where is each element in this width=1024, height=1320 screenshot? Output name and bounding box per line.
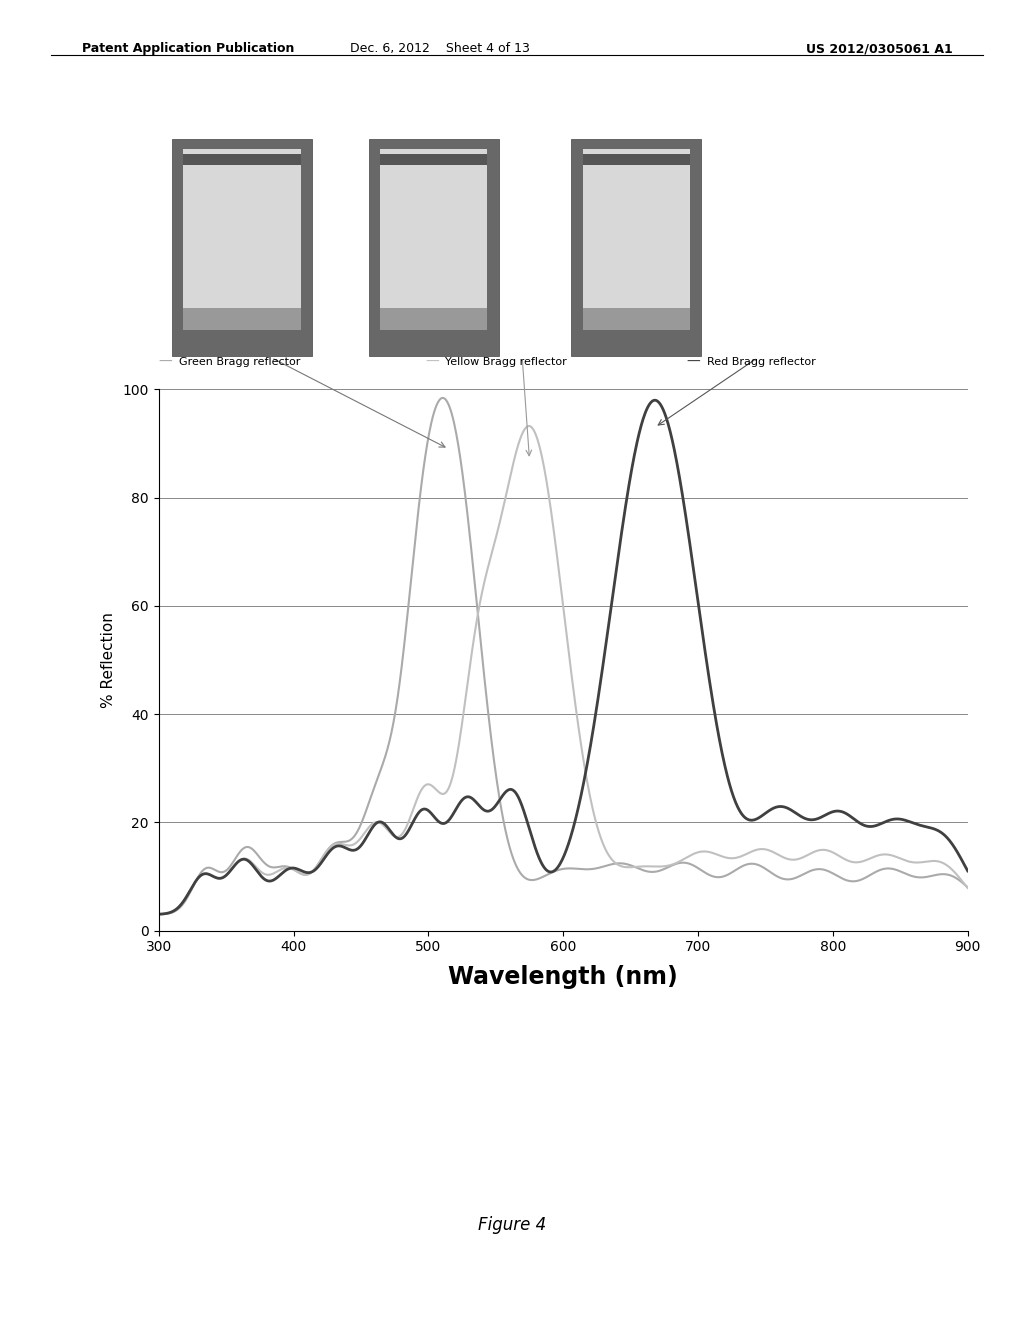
- Text: —: —: [425, 355, 438, 368]
- Text: Figure 4: Figure 4: [478, 1216, 546, 1234]
- Text: Patent Application Publication: Patent Application Publication: [82, 42, 294, 55]
- Text: Dec. 6, 2012    Sheet 4 of 13: Dec. 6, 2012 Sheet 4 of 13: [350, 42, 530, 55]
- Text: —: —: [159, 355, 172, 368]
- X-axis label: Wavelength (nm): Wavelength (nm): [449, 965, 678, 990]
- Text: Green Bragg reflector: Green Bragg reflector: [179, 356, 301, 367]
- Text: —: —: [686, 355, 699, 368]
- Text: Yellow Bragg reflector: Yellow Bragg reflector: [445, 356, 567, 367]
- Y-axis label: % Reflection: % Reflection: [100, 612, 116, 708]
- Text: US 2012/0305061 A1: US 2012/0305061 A1: [806, 42, 952, 55]
- Text: Red Bragg reflector: Red Bragg reflector: [707, 356, 815, 367]
